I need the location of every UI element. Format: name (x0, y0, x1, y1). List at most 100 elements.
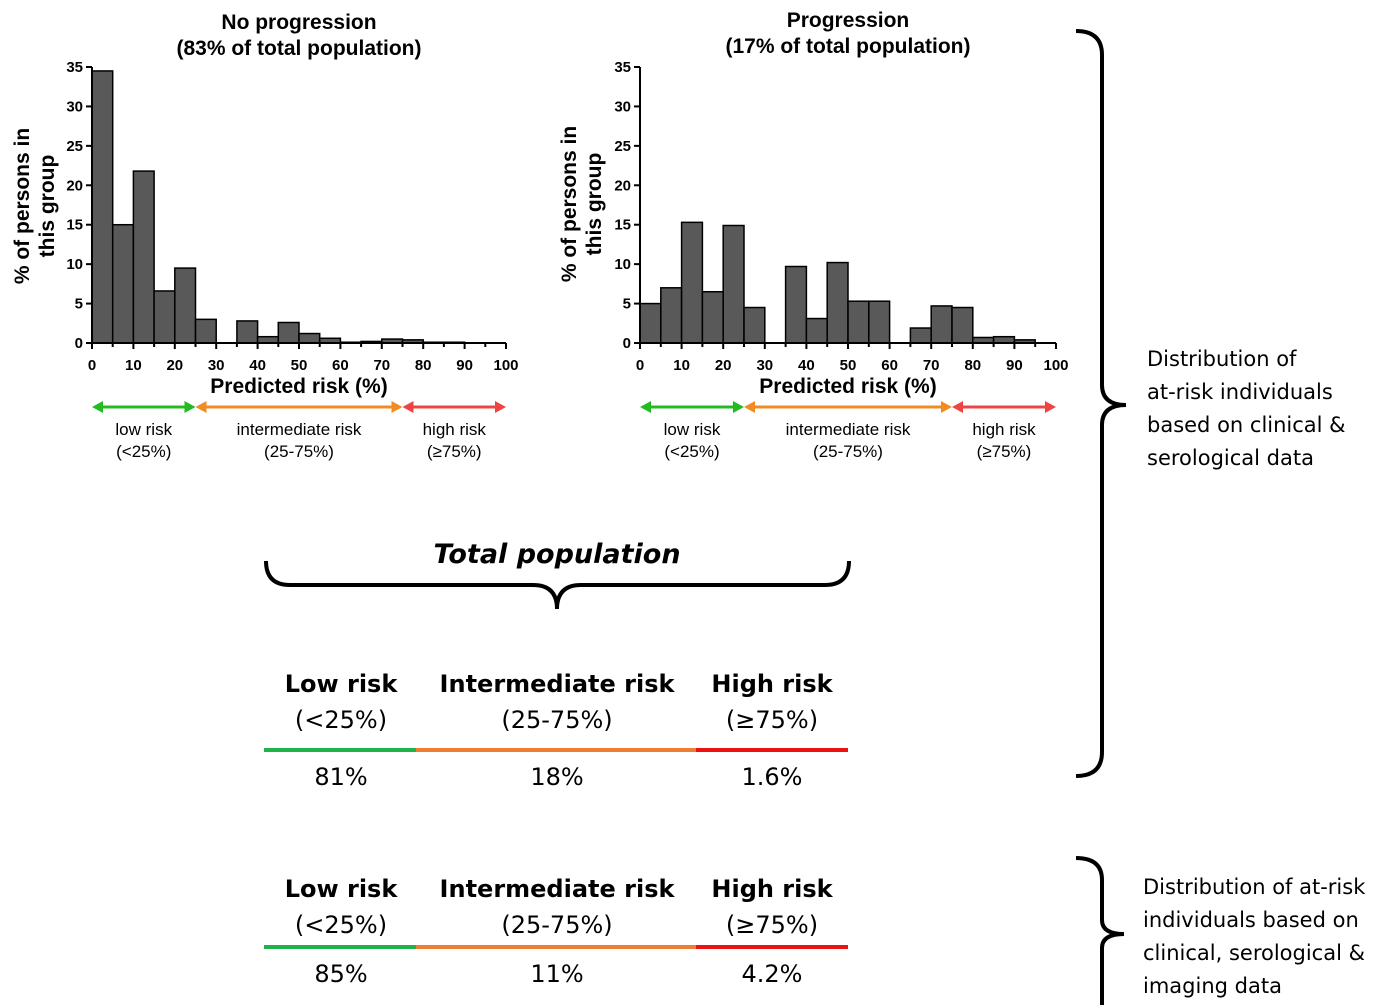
x-tick-label: 20 (166, 357, 183, 374)
x-tick-label: 40 (249, 357, 266, 374)
y-tick-label: 35 (66, 59, 83, 76)
note-imaging-line2: individuals based on (1143, 908, 1359, 932)
y-tick-label: 35 (614, 59, 631, 76)
y-tick-label: 25 (614, 138, 631, 155)
note-clinical-serological-line2: at-risk individuals (1147, 380, 1333, 404)
arrow-left-icon (744, 401, 755, 413)
arrow-right-icon (184, 401, 196, 413)
histogram-bar (194, 318, 217, 344)
axes: 0 5 10 15 20 25 30 35 0 10 20 30 40 50 60 70 80 90 100 (614, 59, 1068, 374)
arrow-right-icon (1045, 401, 1056, 413)
histogram-bar (951, 306, 974, 344)
chart-no-progression: No progression (83% of total population)… (11, 11, 519, 461)
note-imaging-line1: Distribution of at-risk (1143, 875, 1366, 899)
risk-zones: low risk (<25%) intermediate risk (25-75%) h… (92, 401, 506, 461)
risk-zone-label: high risk (423, 420, 487, 439)
y-tick-label: 15 (66, 217, 83, 234)
x-axis-label: Predicted risk (%) (210, 375, 387, 398)
risk-zone-range: (25-75%) (813, 442, 883, 461)
arrow-right-icon (391, 401, 403, 413)
header-high-risk: High risk (711, 875, 833, 903)
y-axis-label-line2: this group (36, 155, 59, 258)
risk-zone-range: (<25%) (664, 442, 719, 461)
value-high-risk: 4.2% (742, 960, 803, 988)
x-tick-label: 100 (1043, 357, 1068, 374)
header-intermediate-risk: Intermediate risk (440, 875, 676, 903)
header-intermediate-risk: Intermediate risk (440, 670, 676, 698)
histogram-bar (132, 170, 155, 344)
value-low-risk: 81% (314, 763, 367, 791)
x-tick-label: 10 (673, 357, 690, 374)
x-tick-label: 0 (88, 357, 96, 374)
histogram-bar (111, 223, 135, 344)
range-low-risk: (<25%) (295, 706, 387, 734)
x-axis-label: Predicted risk (%) (759, 375, 936, 398)
header-low-risk: Low risk (285, 670, 399, 698)
arrow-left-icon (402, 401, 414, 413)
arrow-right-icon (733, 401, 744, 413)
y-axis-label-line2: this group (583, 153, 606, 256)
histogram-bar (909, 327, 932, 344)
histogram-bar (660, 287, 683, 344)
chart-title: No progression (221, 11, 376, 34)
y-tick-label: 15 (614, 217, 631, 234)
arrow-right-icon (495, 401, 506, 413)
x-tick-label: 90 (456, 357, 473, 374)
brace-clinical-serological (1075, 29, 1127, 778)
x-tick-label: 90 (1006, 357, 1023, 374)
brace-clinical-serological-imaging (1075, 856, 1125, 1005)
range-low-risk: (<25%) (295, 911, 387, 939)
summary-clinical-serological-imaging: Low risk Intermediate risk High risk (<2… (264, 875, 848, 988)
x-tick-label: 80 (964, 357, 981, 374)
histogram-bar (174, 267, 197, 344)
note-imaging-line3: clinical, serological & (1143, 941, 1365, 965)
chart-title: Progression (787, 9, 910, 32)
y-tick-label: 30 (614, 98, 631, 115)
header-high-risk: High risk (711, 670, 833, 698)
arrow-left-icon (640, 401, 651, 413)
value-intermediate-risk: 11% (530, 960, 583, 988)
x-tick-label: 70 (373, 357, 390, 374)
note-clinical-serological-line4: serological data (1147, 446, 1314, 470)
histogram-bar (930, 305, 953, 344)
histogram-bar (805, 317, 828, 344)
x-tick-label: 60 (332, 357, 349, 374)
x-tick-label: 100 (493, 357, 518, 374)
histogram-bar (826, 261, 849, 344)
risk-zone-label: high risk (972, 420, 1036, 439)
risk-zone-label: low risk (664, 420, 721, 439)
y-tick-label: 10 (66, 256, 83, 273)
note-clinical-serological-line1: Distribution of (1147, 347, 1297, 371)
histogram-bar (743, 306, 766, 344)
risk-zone-label: intermediate risk (786, 420, 911, 439)
x-tick-label: 60 (881, 357, 898, 374)
y-tick-label: 0 (75, 335, 83, 352)
risk-zone-label: intermediate risk (237, 420, 362, 439)
chart-subtitle: (17% of total population) (726, 35, 971, 58)
total-population-title: Total population (433, 539, 680, 570)
risk-zone-label: low risk (115, 420, 172, 439)
y-tick-label: 0 (623, 335, 631, 352)
histogram-bar (298, 332, 321, 344)
histogram-bar (277, 321, 300, 344)
y-tick-label: 10 (614, 256, 631, 273)
arrow-right-icon (941, 401, 952, 413)
summary-clinical-serological: Low risk Intermediate risk High risk (<2… (264, 670, 848, 791)
value-intermediate-risk: 18% (530, 763, 583, 791)
value-high-risk: 1.6% (742, 763, 803, 791)
chart-subtitle: (83% of total population) (177, 37, 422, 60)
range-high-risk: (≥75%) (726, 911, 818, 939)
y-tick-label: 20 (66, 177, 83, 194)
axes: 0 5 10 15 20 25 30 35 0 10 20 30 40 50 60 70 80 90 100 (66, 59, 518, 374)
histogram-bar (847, 300, 870, 344)
value-low-risk: 85% (314, 960, 367, 988)
bars (639, 221, 1036, 344)
histogram-bar (680, 221, 704, 344)
risk-zone-range: (≥75%) (977, 442, 1032, 461)
histogram-bar (784, 265, 808, 344)
histogram-bar (153, 290, 176, 344)
x-tick-label: 30 (756, 357, 773, 374)
arrow-left-icon (952, 401, 963, 413)
bars (91, 70, 466, 344)
